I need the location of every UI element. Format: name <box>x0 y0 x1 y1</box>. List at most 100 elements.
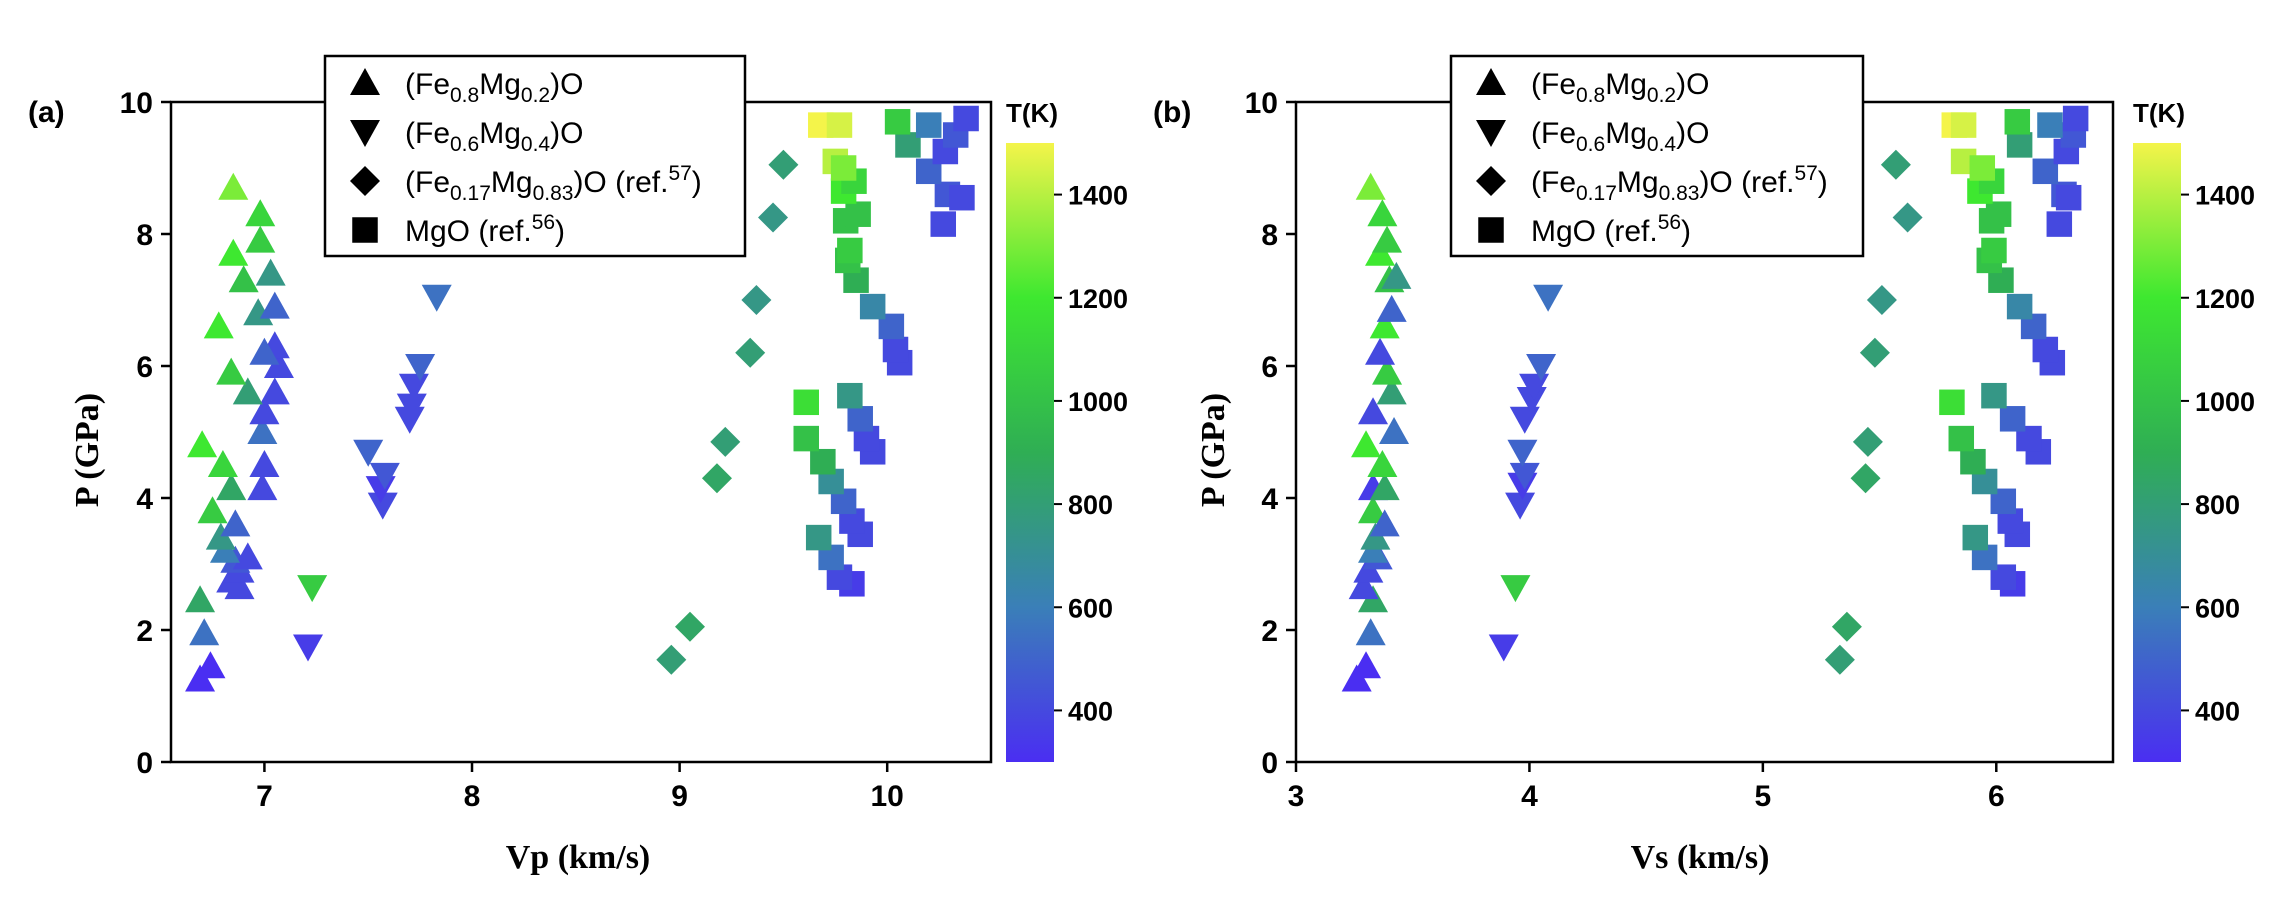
legend-entry-label: (Fe0.17Mg0.83)O (ref.57) <box>405 162 702 205</box>
colorbar-a: T(K) 400 600 800 1000 1200 1400 <box>1006 98 1128 762</box>
data-point <box>1866 285 1897 315</box>
axis-ticks-b <box>1286 100 1998 772</box>
data-point <box>1859 337 1890 368</box>
series-triangle-down <box>1488 284 1564 662</box>
x-tick-labels-b: 3 4 5 6 <box>1288 780 2005 813</box>
data-point <box>1516 387 1547 414</box>
legend-entry-label: MgO (ref.56) <box>1531 211 1691 248</box>
panel-a: (a) P (GPa) Vp (km/s) 0 2 4 6 8 10 7 8 9 10 <box>28 87 993 876</box>
data-point <box>1892 202 1923 233</box>
data-point <box>195 651 226 679</box>
plot-area-a <box>185 105 979 692</box>
data-point <box>2062 105 2089 132</box>
data-point <box>189 618 220 646</box>
data-point <box>1850 463 1881 494</box>
data-point <box>1372 357 1403 385</box>
data-point <box>1367 199 1398 227</box>
legend-marker-triangle-up <box>350 68 380 95</box>
data-point <box>1500 575 1531 603</box>
legend-entry-label: (Fe0.8Mg0.2)O <box>405 68 583 107</box>
data-point <box>1831 611 1862 642</box>
data-point <box>207 450 238 477</box>
legend-marker-triangle-down <box>350 120 380 147</box>
data-point <box>810 448 836 475</box>
data-point <box>953 105 979 132</box>
data-point <box>1365 337 1396 365</box>
data-point <box>220 509 251 537</box>
data-point <box>1358 397 1389 425</box>
data-point <box>293 634 324 662</box>
data-point <box>187 430 218 458</box>
y-axis-title-b: P (GPa) <box>1195 393 1232 507</box>
data-point <box>1533 284 1564 312</box>
data-point <box>1981 237 2007 264</box>
x-axis-title-a: Vp (km/s) <box>506 839 651 876</box>
data-point <box>1969 155 1996 181</box>
data-point <box>859 293 886 320</box>
data-point <box>1369 509 1400 537</box>
x-tick-label: 10 <box>871 780 904 813</box>
y-tick-label: 6 <box>136 351 153 384</box>
data-point <box>1509 462 1540 490</box>
colorbar-tick-label: 1400 <box>1068 181 1128 211</box>
x-tick-label: 5 <box>1755 780 1772 813</box>
data-point <box>249 397 280 425</box>
data-point <box>1939 389 1965 416</box>
data-point <box>1351 430 1382 458</box>
data-point <box>232 542 263 570</box>
data-point <box>249 450 280 477</box>
y-tick-label: 4 <box>1261 483 1278 516</box>
axis-ticks-a <box>161 100 889 772</box>
legend-entry-label: (Fe0.17Mg0.83)O (ref.57) <box>1531 162 1828 205</box>
panel-label-a: (a) <box>28 96 65 129</box>
legend-a: (Fe0.8Mg0.2)O (Fe0.6Mg0.4)O (Fe0.17Mg0.83)… <box>323 54 747 258</box>
data-point <box>884 109 911 135</box>
data-point <box>1376 294 1407 322</box>
x-tick-label: 6 <box>1988 780 2005 813</box>
data-point <box>421 284 452 312</box>
legend-entry-label: (Fe0.6Mg0.4)O <box>405 117 583 156</box>
data-point <box>1372 225 1403 253</box>
colorbar-ticks-b: 400 600 800 1000 1200 1400 <box>2181 181 2255 726</box>
colorbar-b: T(K) 400 600 800 1000 1200 1400 <box>2133 98 2255 762</box>
legend-marker-square <box>352 217 378 243</box>
colorbar-gradient-b <box>2133 143 2181 762</box>
legend-entry-label: (Fe0.6Mg0.4)O <box>1531 117 1709 156</box>
data-point <box>1981 382 2007 409</box>
colorbar-tick-label: 1000 <box>1068 387 1128 417</box>
colorbar-gradient-a <box>1006 143 1054 762</box>
data-point <box>1960 448 1986 475</box>
data-point <box>1376 377 1407 405</box>
x-tick-label: 9 <box>671 780 688 813</box>
data-point <box>674 611 705 642</box>
data-point <box>255 258 286 286</box>
y-tick-label: 6 <box>1261 351 1278 384</box>
data-point <box>247 473 278 501</box>
data-point <box>837 382 863 409</box>
data-point <box>710 426 741 457</box>
colorbar-title-a: T(K) <box>1006 98 1058 128</box>
data-point <box>297 575 328 603</box>
legend-marker-square <box>1478 217 1504 243</box>
data-point <box>1852 426 1883 457</box>
data-point <box>353 439 384 467</box>
data-point <box>216 473 247 501</box>
y-tick-label: 2 <box>136 615 153 648</box>
data-point <box>1369 311 1400 339</box>
legend-marker-diamond <box>1476 166 1506 196</box>
y-tick-label: 0 <box>136 747 153 780</box>
data-point <box>1824 644 1855 675</box>
data-point <box>2004 109 2031 135</box>
legend-b: (Fe0.8Mg0.2)O (Fe0.6Mg0.4)O (Fe0.17Mg0.83)… <box>1449 54 1865 258</box>
data-point <box>2032 336 2059 363</box>
data-point <box>2037 112 2063 138</box>
data-point <box>735 337 766 368</box>
data-point <box>245 199 276 227</box>
data-point <box>1519 373 1550 401</box>
data-point <box>882 336 909 363</box>
data-point <box>398 373 429 401</box>
data-point <box>185 585 216 613</box>
data-point <box>203 311 234 339</box>
data-point <box>793 389 819 416</box>
colorbar-tick-label: 1200 <box>2195 284 2255 314</box>
